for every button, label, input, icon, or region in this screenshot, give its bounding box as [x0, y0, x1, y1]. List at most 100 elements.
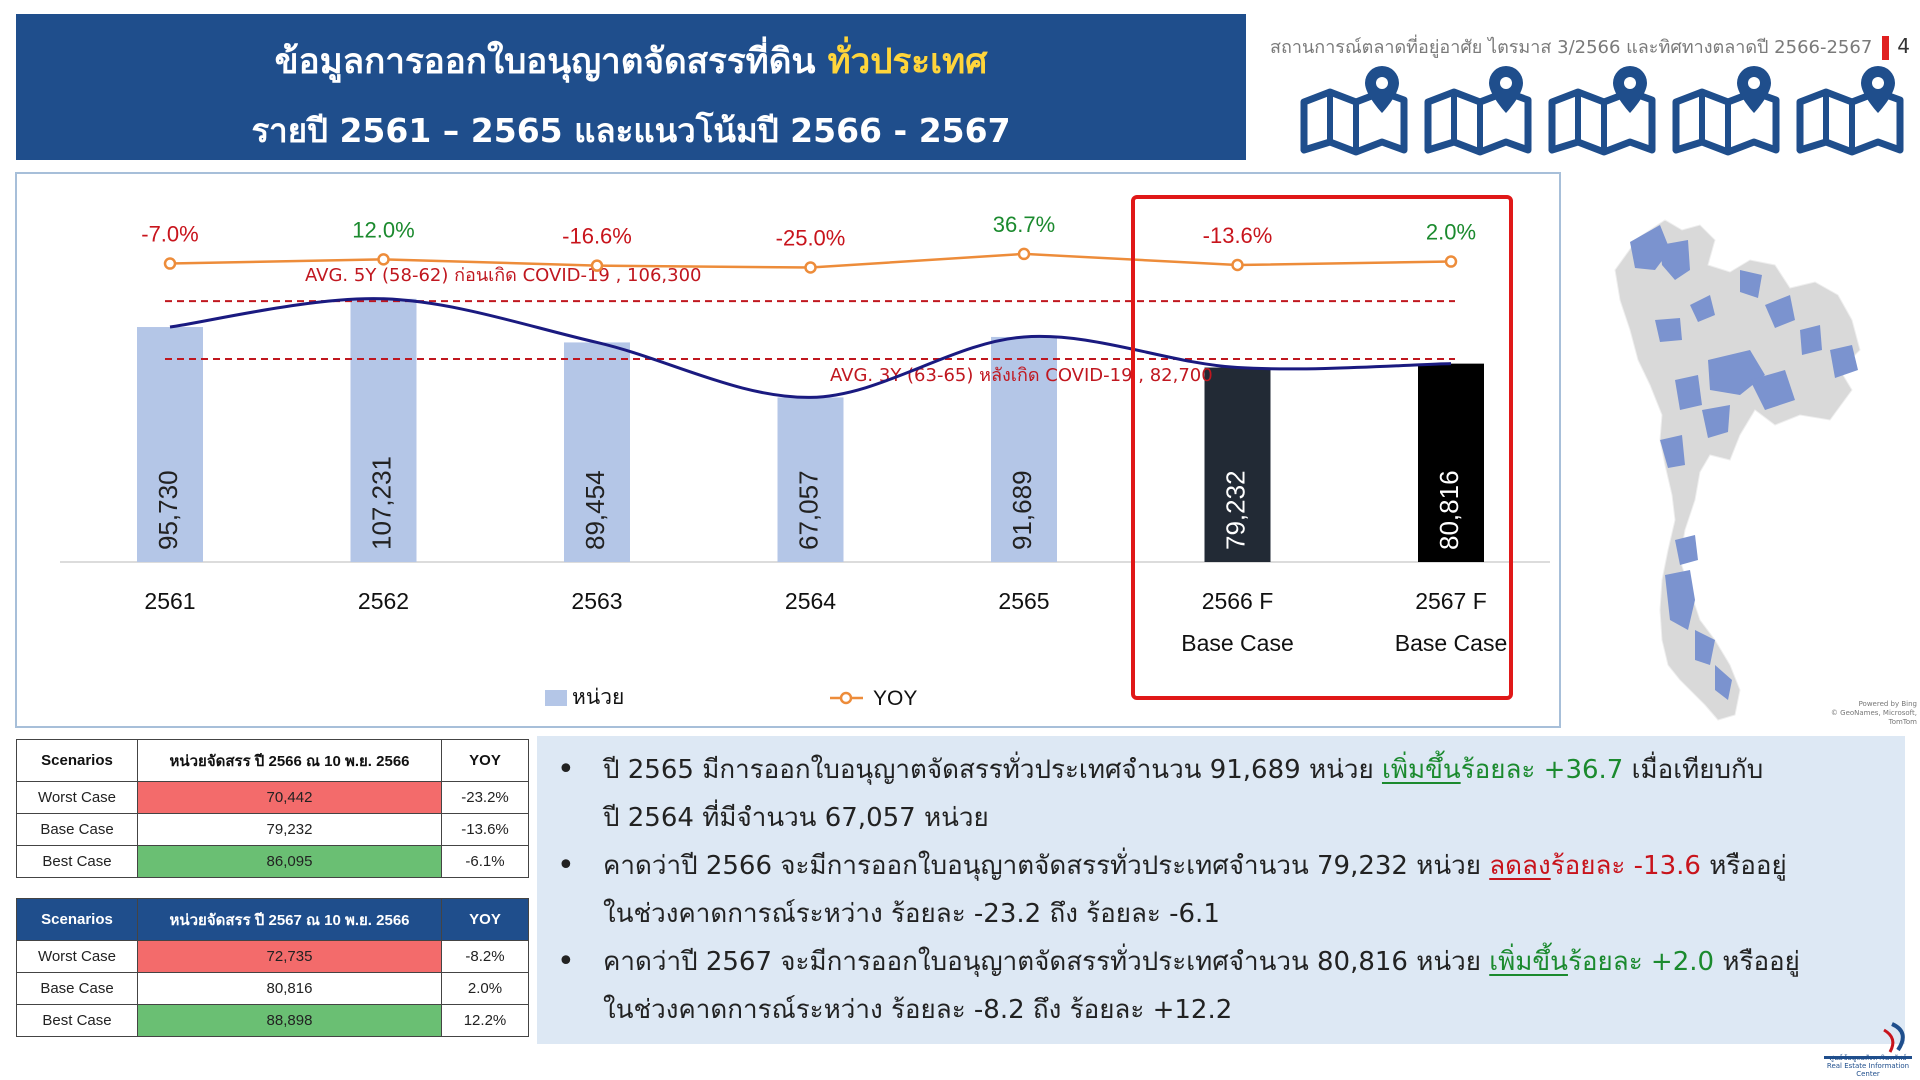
scenario-table-2567: Scenarios หน่วยจัดสรร ปี 2567 ณ 10 พ.ย. … [16, 898, 529, 1037]
map-pin-icon [1548, 66, 1656, 156]
bar-value-label: 95,730 [153, 470, 183, 550]
units-cell: 80,816 [137, 972, 442, 1005]
bullet-text-pre: คาดว่าปี 2567 จะมีการออกใบอนุญาตจัดสรรทั… [603, 947, 1490, 977]
bullet-text-pre: คาดว่าปี 2566 จะมีการออกใบอนุญาตจัดสรรทั… [603, 851, 1490, 881]
bar-value-label: 67,057 [793, 470, 823, 550]
map-credit-line: Powered by Bing [1858, 700, 1917, 708]
map-province [1800, 325, 1822, 355]
units-cell: 88,898 [137, 1004, 442, 1037]
yoy-cell: 12.2% [441, 1004, 529, 1037]
table-header-cell: Scenarios [16, 898, 138, 941]
map-province [1675, 375, 1702, 410]
thailand-map [1614, 219, 1861, 721]
map-province [1708, 350, 1765, 395]
scenario-cell: Base Case [16, 972, 138, 1005]
title-banner: ข้อมูลการออกใบอนุญาตจัดสรรที่ดิน ทั่วประ… [16, 14, 1246, 160]
yoy-cell: -6.1% [441, 845, 529, 878]
chart-frame [15, 172, 1561, 728]
map-pin-icon [1672, 66, 1780, 156]
table-row: Base Case 79,232 -13.6% [16, 813, 529, 846]
yoy-point [590, 259, 604, 272]
scenario-table-2566: Scenarios หน่วยจัดสรร ปี 2566 ณ 10 พ.ย. … [16, 739, 529, 878]
title-text: ข้อมูลการออกใบอนุญาตจัดสรรที่ดิน [274, 42, 828, 82]
map-province [1660, 435, 1685, 468]
table-header-row: Scenarios หน่วยจัดสรร ปี 2566 ณ 10 พ.ย. … [16, 739, 529, 782]
logo-text: ศูนย์ข้อมูลอสังหาริมทรัพย์ Real Estate I… [1818, 1054, 1918, 1078]
table-header-row: Scenarios หน่วยจัดสรร ปี 2567 ณ 10 พ.ย. … [16, 898, 529, 941]
yoy-point [163, 257, 177, 270]
bullet-text-line2: ในช่วงคาดการณ์ระหว่าง ร้อยละ -8.2 ถึง ร้… [603, 995, 1233, 1025]
yoy-cell: -8.2% [441, 940, 529, 973]
map-icons-row [1300, 66, 1904, 156]
bullet-dot: • [557, 848, 575, 883]
yoy-cell: -23.2% [441, 781, 529, 814]
forecast-highlight-box [1131, 195, 1513, 700]
legend-label: หน่วย [572, 685, 624, 709]
table-row: Base Case 80,816 2.0% [16, 972, 529, 1005]
map-province [1695, 630, 1715, 665]
summary-panel: • ปี 2565 มีการออกใบอนุญาตจัดสรรทั่วประเ… [537, 736, 1905, 1044]
yoy-point [377, 253, 390, 266]
map-province [1740, 270, 1762, 298]
yoy-label: -25.0% [776, 226, 846, 251]
map-credit-line: © GeoNames, Microsoft, TomTom [1830, 709, 1917, 726]
yoy-point [1231, 258, 1244, 272]
x-tick-label: 2567 F [1415, 588, 1487, 614]
x-tick-label: 2563 [571, 588, 622, 614]
report-subtitle: สถานการณ์ตลาดที่อยู่อาศัย ไตรมาส 3/2566 … [1270, 32, 1910, 61]
yoy-point [804, 261, 817, 274]
reic-logo [1824, 1022, 1912, 1059]
bullet-text-post: เมื่อเทียบกับ [1623, 755, 1764, 785]
bar-2566 F [1204, 367, 1271, 562]
bullet-text: คาดว่าปี 2567 จะมีการออกใบอนุญาตจัดสรรทั… [603, 938, 1893, 1034]
table-row: Best Case 88,898 12.2% [16, 1004, 529, 1037]
yoy-label: -13.6% [1203, 223, 1273, 248]
logo-swoosh [1883, 1028, 1895, 1053]
bar-value-label: 80,816 [1434, 470, 1464, 550]
page-number: 4 [1897, 34, 1911, 58]
x-tick-label: 2566 F [1202, 588, 1274, 614]
table-header-cell: Scenarios [16, 739, 138, 782]
bullet-text: ปี 2565 มีการออกใบอนุญาตจัดสรรทั่วประเทศ… [603, 746, 1893, 842]
table-header-cell: YOY [441, 898, 529, 941]
map-pin-icon [1424, 66, 1532, 156]
page-title: ข้อมูลการออกใบอนุญาตจัดสรรที่ดิน ทั่วประ… [16, 34, 1246, 89]
scenario-cell: Base Case [16, 813, 138, 846]
yoy-label: 2.0% [1426, 220, 1476, 245]
yoy-label: 36.7% [993, 212, 1055, 237]
logo-name-th: ศูนย์ข้อมูลอสังหาริมทรัพย์ [1829, 1054, 1907, 1062]
units-cell: 79,232 [137, 813, 442, 846]
table-header-cell: หน่วยจัดสรร ปี 2567 ณ 10 พ.ย. 2566 [137, 898, 442, 941]
change-value-up: ร้อยละ +2.0 [1567, 947, 1715, 977]
map-province [1630, 225, 1670, 270]
yoy-cell: -13.6% [441, 813, 529, 846]
bullet-dot: • [557, 752, 575, 787]
legend-bar-swatch [545, 690, 567, 706]
map-province [1655, 318, 1682, 342]
report-subtitle-text: สถานการณ์ตลาดที่อยู่อาศัย ไตรมาส 3/2566 … [1270, 37, 1873, 58]
x-tick-sublabel: Base Case [1181, 630, 1294, 656]
map-province [1665, 570, 1695, 630]
bullet-text-line2: ปี 2564 ที่มีจำนวน 67,057 หน่วย [603, 803, 989, 833]
bullet-text-pre: ปี 2565 มีการออกใบอนุญาตจัดสรรทั่วประเทศ… [603, 755, 1382, 785]
bullet-text-line2: ในช่วงคาดการณ์ระหว่าง ร้อยละ -23.2 ถึง ร… [603, 899, 1220, 929]
units-cell: 70,442 [137, 781, 442, 814]
map-credit: Powered by Bing © GeoNames, Microsoft, T… [1812, 700, 1917, 727]
bar-2564 [777, 397, 844, 562]
bullet-text-post: หรืออยู่ [1714, 947, 1800, 977]
bar-2567 F [1418, 363, 1484, 562]
x-tick-label: 2562 [358, 588, 409, 614]
trend-line [169, 297, 1452, 399]
bar-2561 [137, 327, 203, 562]
bar-value-label: 89,454 [580, 470, 610, 550]
thailand-map-shape [1614, 219, 1861, 721]
bar-value-label: 107,231 [366, 456, 396, 550]
table-row: Worst Case 72,735 -8.2% [16, 940, 529, 973]
change-word-down: ลดลง [1489, 851, 1551, 881]
yoy-cell: 2.0% [441, 972, 529, 1005]
bullet-text: คาดว่าปี 2566 จะมีการออกใบอนุญาตจัดสรรทั… [603, 842, 1893, 938]
bar-value-label: 91,689 [1007, 470, 1037, 550]
title-highlight: ทั่วประเทศ [827, 42, 988, 82]
x-tick-label: 2565 [998, 588, 1049, 614]
change-value-up: ร้อยละ +36.7 [1460, 755, 1624, 785]
